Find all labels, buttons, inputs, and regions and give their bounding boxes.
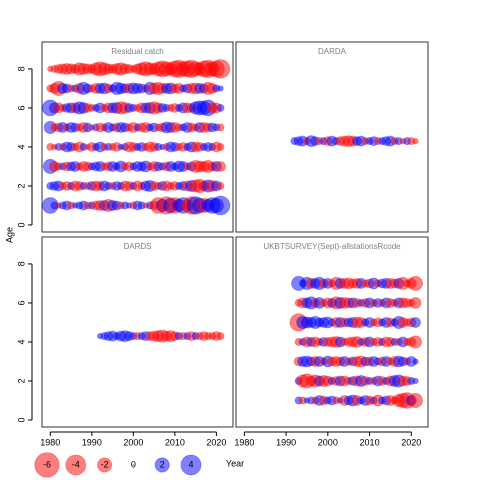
- bubble: [412, 137, 419, 145]
- panel-frame: [41, 41, 234, 233]
- legend-label: 0: [131, 459, 136, 469]
- bubble: [412, 358, 419, 365]
- x-tick-label: 1990: [276, 437, 296, 447]
- y-axis-label: Age: [4, 227, 14, 243]
- y-tick-label: 8: [16, 261, 26, 266]
- legend-label: -4: [72, 459, 80, 469]
- bubble: [407, 392, 424, 409]
- x-tick-label: 2020: [206, 437, 226, 447]
- y-tick-label: 6: [16, 105, 26, 110]
- y-tick-label: 6: [16, 300, 26, 305]
- panel-frame: [235, 41, 429, 233]
- x-tick-label: 2010: [165, 437, 185, 447]
- legend-label: -2: [101, 459, 109, 469]
- bubble: [407, 275, 424, 291]
- legend-label: 4: [188, 459, 193, 469]
- bubble: [210, 195, 231, 216]
- bubble: [412, 377, 419, 385]
- x-tick-label: 2010: [360, 437, 380, 447]
- bubble: [216, 332, 225, 341]
- y-tick-label: 0: [16, 417, 26, 422]
- y-tick-label: 2: [16, 183, 26, 188]
- legend-bubble: [65, 454, 87, 476]
- bubble: [408, 335, 423, 349]
- panel-title: Residual catch: [111, 47, 163, 56]
- x-tick-label: 2020: [401, 437, 421, 447]
- x-tick-label: 1990: [82, 437, 102, 447]
- legend-bubble: [97, 457, 113, 473]
- bubble: [409, 316, 421, 328]
- y-tick-label: 4: [16, 144, 26, 149]
- y-tick-label: 0: [16, 222, 26, 227]
- x-tick-label: 2000: [318, 437, 338, 447]
- legend-label: 2: [160, 459, 165, 469]
- bubble: [217, 85, 224, 92]
- y-tick-label: 8: [16, 66, 26, 71]
- legend-bubble: [180, 454, 202, 476]
- bubble: [216, 123, 225, 132]
- legend-label: -6: [43, 459, 51, 469]
- legend-bubble: [132, 464, 135, 466]
- legend-bubble: [34, 452, 60, 478]
- x-axis-label: Year: [226, 458, 244, 468]
- x-tick-label: 1980: [40, 437, 60, 447]
- y-tick-label: 4: [16, 339, 26, 344]
- panel-title: UKBTSURVEY(Sept)-allstationsRcode: [263, 242, 401, 251]
- legend-bubble: [154, 457, 170, 473]
- bubble: [210, 59, 231, 79]
- x-tick-label: 2000: [123, 437, 143, 447]
- x-tick-label: 1980: [234, 437, 254, 447]
- panel-title: DARDA: [318, 47, 347, 56]
- panel-title: DARDS: [123, 242, 151, 251]
- panel-frame: [41, 236, 234, 428]
- bubble: [216, 181, 225, 190]
- bubble: [409, 296, 422, 309]
- bubble: [215, 160, 227, 172]
- bubble: [216, 142, 225, 151]
- y-tick-label: 2: [16, 378, 26, 383]
- bubble: [216, 103, 225, 112]
- panel-frame: [235, 236, 429, 428]
